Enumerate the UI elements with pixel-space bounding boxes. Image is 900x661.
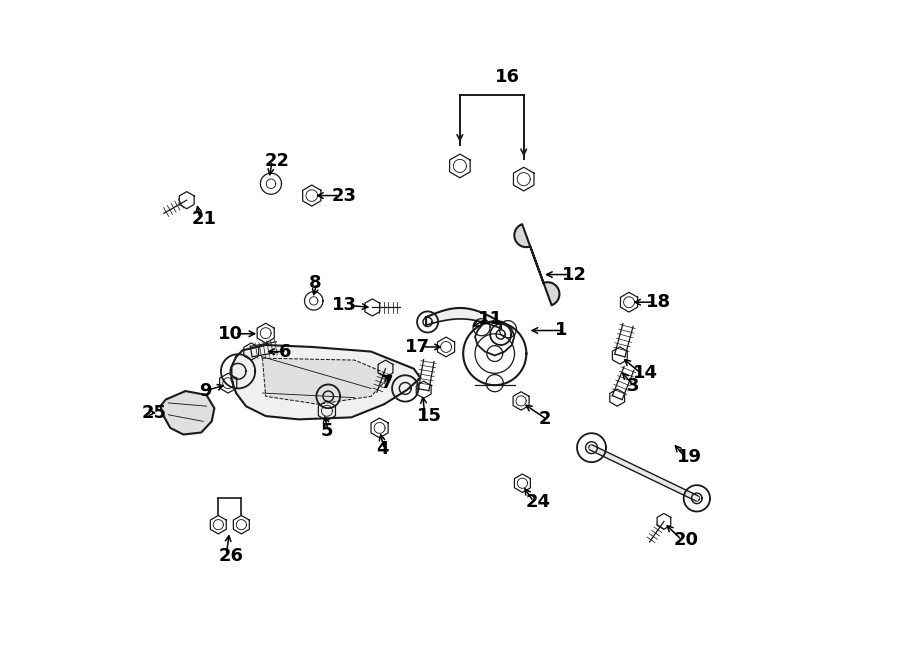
- Polygon shape: [231, 345, 420, 419]
- Polygon shape: [263, 358, 391, 405]
- Text: 13: 13: [331, 297, 356, 315]
- Polygon shape: [514, 224, 560, 305]
- Text: 21: 21: [192, 210, 217, 227]
- Text: 6: 6: [279, 342, 292, 360]
- Text: 15: 15: [417, 407, 442, 425]
- Text: 11: 11: [478, 309, 503, 328]
- Text: 19: 19: [677, 448, 702, 466]
- Text: 25: 25: [142, 404, 167, 422]
- Text: 5: 5: [320, 422, 333, 440]
- Text: 8: 8: [309, 274, 322, 292]
- Text: 16: 16: [495, 68, 520, 86]
- Text: 12: 12: [562, 266, 587, 284]
- Text: 1: 1: [555, 321, 568, 340]
- Text: 17: 17: [405, 338, 430, 356]
- Text: 23: 23: [331, 186, 356, 204]
- Text: 10: 10: [218, 325, 243, 343]
- Text: 18: 18: [646, 293, 671, 311]
- Text: 4: 4: [376, 440, 389, 458]
- Text: 22: 22: [265, 151, 290, 170]
- Polygon shape: [160, 391, 214, 434]
- Text: 20: 20: [674, 531, 698, 549]
- Text: 26: 26: [219, 547, 243, 564]
- Text: 9: 9: [199, 382, 212, 400]
- Text: 24: 24: [526, 492, 551, 511]
- Text: 7: 7: [381, 374, 393, 392]
- Text: 3: 3: [626, 377, 639, 395]
- Text: 2: 2: [539, 410, 552, 428]
- Text: 14: 14: [633, 364, 658, 382]
